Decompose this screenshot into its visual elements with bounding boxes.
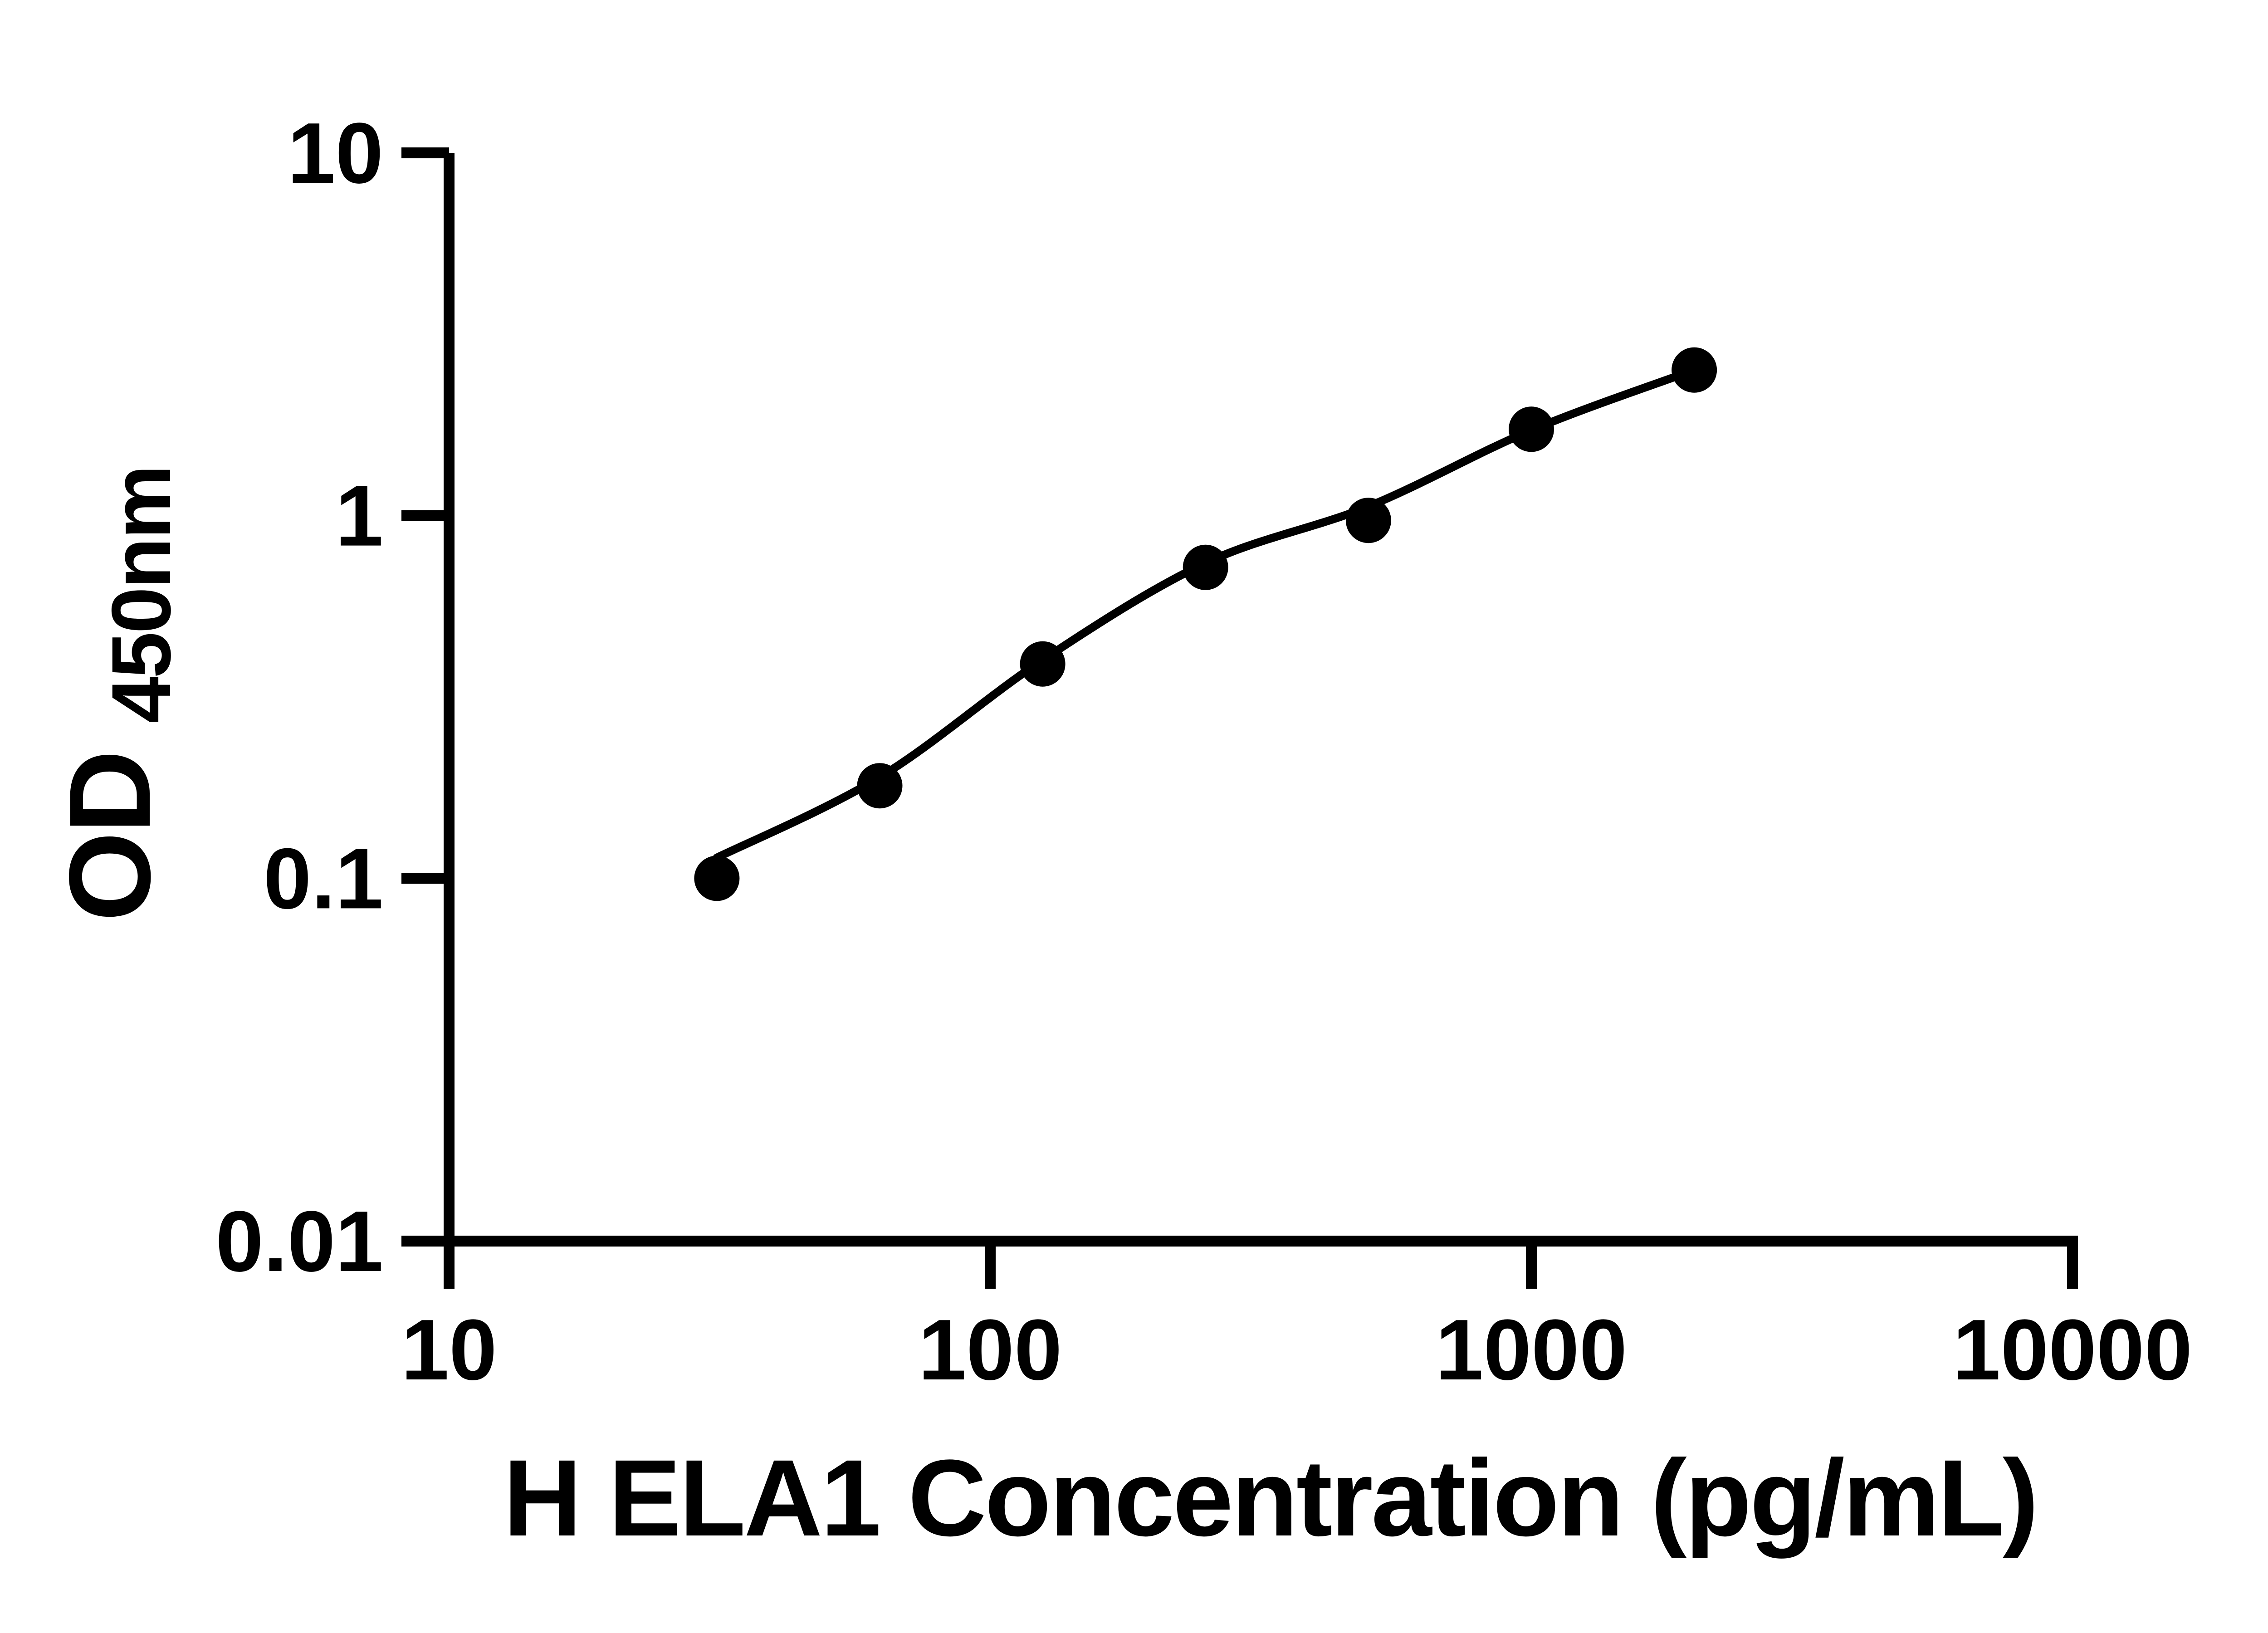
- data-point: [1020, 641, 1066, 687]
- y-tick-label: 0.01: [215, 1193, 383, 1290]
- data-point: [1509, 406, 1554, 452]
- data-point: [694, 856, 740, 901]
- y-axis-title: OD 450nm: [45, 466, 188, 921]
- data-point: [1672, 347, 1717, 393]
- x-tick-label: 10000: [1953, 1302, 2192, 1398]
- data-point: [1345, 498, 1391, 543]
- x-tick-label: 100: [918, 1302, 1062, 1398]
- y-axis-title-subscript: 450nm: [95, 466, 188, 723]
- data-point: [857, 763, 903, 809]
- data-point: [1183, 544, 1228, 590]
- y-tick-label: 1: [335, 468, 383, 564]
- x-tick-label: 1000: [1436, 1302, 1628, 1398]
- x-axis-title: H ELA1 Concentration (pg/mL): [503, 1437, 2037, 1559]
- x-tick-label: 10: [401, 1302, 497, 1398]
- y-tick-label: 10: [288, 105, 383, 201]
- y-tick-label: 0.1: [264, 831, 383, 927]
- y-axis-title-main: OD: [45, 752, 175, 922]
- plot-layer: [694, 347, 1717, 901]
